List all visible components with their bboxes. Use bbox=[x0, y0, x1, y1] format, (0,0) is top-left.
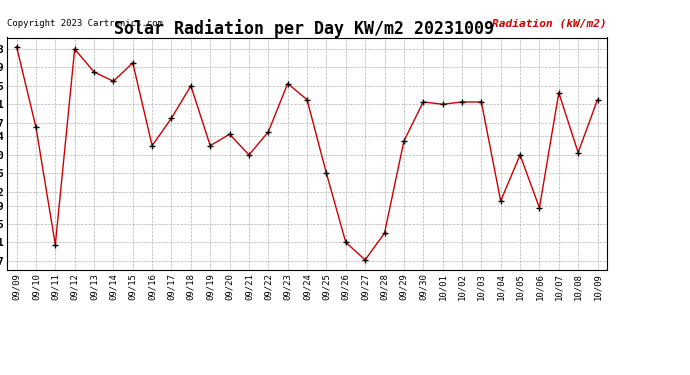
Text: Copyright 2023 Cartronics.com: Copyright 2023 Cartronics.com bbox=[7, 19, 163, 28]
Text: Solar Radiation per Day KW/m2 20231009: Solar Radiation per Day KW/m2 20231009 bbox=[114, 19, 493, 38]
Text: Radiation (kW/m2): Radiation (kW/m2) bbox=[493, 19, 607, 29]
